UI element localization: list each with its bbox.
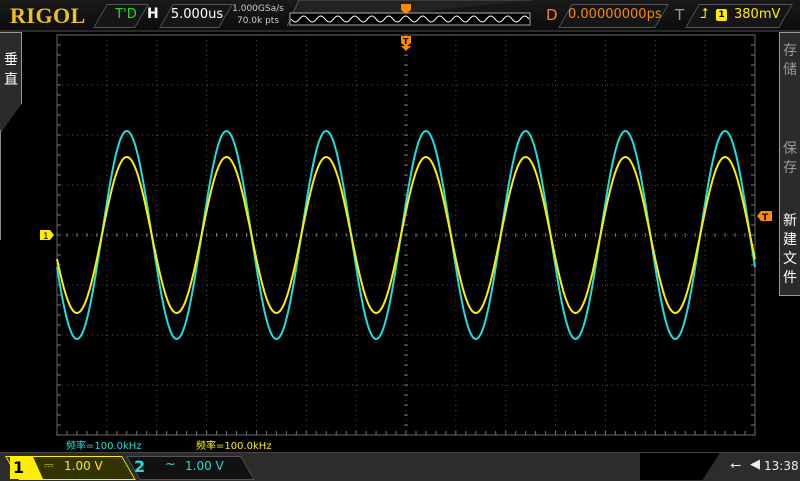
channel-1-marker-label: 1 bbox=[43, 232, 49, 242]
vertical-menu-label: 垂直 bbox=[4, 52, 18, 88]
trigger-level-shape bbox=[757, 211, 772, 221]
softkey-storage[interactable]: 存储 bbox=[783, 43, 797, 78]
memory-overview-strip[interactable] bbox=[287, 0, 532, 26]
rigol-logo: RIGOL bbox=[10, 3, 86, 28]
delay-value: 0.00000000ps bbox=[568, 7, 662, 22]
acquisition-info: 1.000GSa/s 70.0k pts bbox=[230, 3, 286, 27]
softkey-new-file[interactable]: 新建文件 bbox=[783, 213, 797, 286]
divider bbox=[0, 130, 1, 240]
ac-coupling-icon: ~ bbox=[165, 457, 176, 472]
waveform-channel-1 bbox=[56, 155, 756, 315]
softkey-save[interactable]: 保存 bbox=[783, 141, 797, 176]
timebase-value: 5.000us bbox=[170, 7, 224, 22]
usb-icon: ⭠ bbox=[730, 457, 742, 473]
trigger-position-marker: T bbox=[401, 36, 411, 51]
channel-1-ground-marker: 1 bbox=[40, 230, 54, 242]
channel-1-marker-shape bbox=[40, 230, 54, 240]
strip-trigger-marker bbox=[401, 4, 411, 14]
memory-depth: 70.0k pts bbox=[236, 16, 280, 26]
channel-1-number: 1 bbox=[10, 457, 43, 479]
strip-waveform bbox=[290, 15, 530, 23]
horizontal-label: H bbox=[147, 6, 159, 22]
trigger-level-label: T bbox=[762, 213, 769, 223]
channel-1-scale: 1.00 V bbox=[64, 459, 103, 473]
trigger-position-shape bbox=[401, 36, 411, 47]
measurement-frequency-ch1: 频率=100.0kHz bbox=[196, 441, 272, 452]
delay-label: D bbox=[546, 6, 558, 24]
waveform-channel-2 bbox=[56, 129, 756, 341]
measurement-frequency-ch2: 频率=100.0kHz bbox=[66, 441, 142, 452]
trigger-level: 380mV bbox=[734, 7, 781, 22]
channel-2-number: 2 bbox=[134, 457, 146, 476]
run-status: T'D bbox=[115, 7, 137, 22]
trigger-level-marker: T bbox=[757, 211, 772, 223]
speaker-icon[interactable]: ◀ bbox=[750, 457, 760, 472]
rising-edge-icon: ⮥ bbox=[700, 6, 709, 22]
right-softkey-menu bbox=[779, 32, 800, 296]
dc-coupling-icon: ⎓ bbox=[44, 458, 54, 472]
trigger-position-arrow bbox=[401, 46, 411, 51]
trigger-source: 1 bbox=[716, 9, 727, 21]
trigger-label: T bbox=[675, 6, 685, 24]
sample-rate: 1.000GSa/s bbox=[232, 4, 284, 14]
channel-2-scale: 1.00 V bbox=[185, 459, 224, 473]
clock: 13:38 bbox=[764, 459, 799, 473]
trigger-position-label: T bbox=[403, 37, 409, 46]
